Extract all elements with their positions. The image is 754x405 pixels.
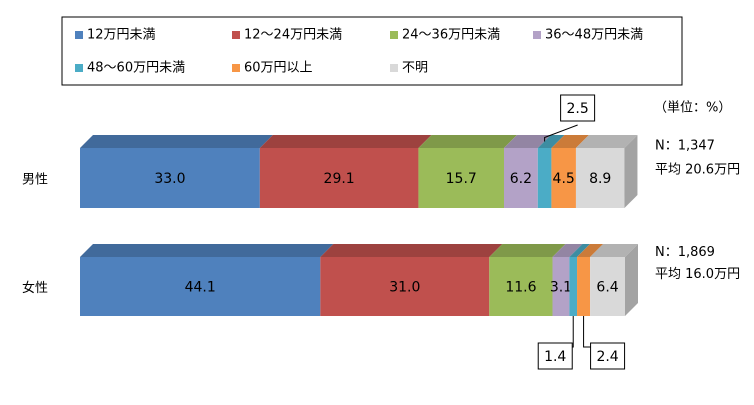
callout-line [583,316,608,348]
bar [569,257,578,316]
legend-swatch [390,64,398,72]
bar-top [577,244,604,257]
callout-box [590,342,626,370]
callout-box [560,94,596,122]
bar-top [80,135,273,148]
legend-swatch [390,31,398,39]
callout-line [544,124,578,142]
bar [320,257,490,316]
legend-label: 不明 [402,61,428,76]
legend-label: 12～24万円未満 [244,28,342,43]
n-note: N：1,347 [655,139,715,154]
category-label: 男性 [22,173,48,188]
bar [80,148,260,208]
bar-top [569,244,591,257]
bar [552,257,570,316]
bar [259,148,419,208]
bar [575,148,625,208]
bar-top [489,244,566,257]
value-label: 33.0 [154,171,185,187]
legend-box [61,16,683,86]
bar-top [418,135,518,148]
value-label: 44.1 [185,280,216,296]
value-label: 2.4 [596,349,618,365]
bar-top [320,244,503,257]
category-label: 女性 [22,280,48,296]
value-label: 8.9 [589,171,611,187]
value-label: 1.4 [544,349,566,365]
callout-line [555,316,574,348]
value-label: 29.1 [324,171,355,187]
unit-note: （単位：%） [654,100,731,116]
bar-top [537,135,565,148]
bar-top [80,244,334,257]
legend-swatch [232,64,240,72]
legend-swatch [533,31,541,39]
callout-box [537,342,573,370]
bar [577,257,591,316]
bar [504,148,538,208]
bar-top [552,244,583,257]
average-note: 平均 20.6万円 [655,163,740,178]
bar [537,148,552,208]
value-label: 2.5 [566,101,588,117]
bar-top [551,135,589,148]
bar-top [259,135,432,148]
average-note: 平均 16.0万円 [655,267,740,282]
value-label: 3.1 [550,280,572,296]
bar-top [504,135,551,148]
value-label: 31.0 [389,280,420,296]
bar [418,148,505,208]
value-label: 4.5 [553,171,575,187]
bar [551,148,576,208]
bar-side [625,244,638,316]
n-note: N：1,869 [655,245,715,260]
value-label: 6.2 [510,171,532,187]
legend-swatch [75,64,83,72]
legend-swatch [75,31,83,39]
value-label: 15.7 [446,171,477,187]
bar [80,257,321,316]
bar [489,257,553,316]
legend-label: 60万円以上 [244,61,313,76]
bar-top [575,135,638,148]
bar [590,257,625,316]
legend-label: 12万円未満 [87,28,156,43]
legend-label: 36～48万円未満 [545,28,643,43]
legend-label: 48～60万円未満 [87,61,185,76]
legend-swatch [232,31,240,39]
value-label: 6.4 [596,280,618,296]
bar-side [624,135,638,208]
bar-top [590,244,638,257]
legend-label: 24～36万円未満 [402,28,500,43]
value-label: 11.6 [505,280,536,296]
